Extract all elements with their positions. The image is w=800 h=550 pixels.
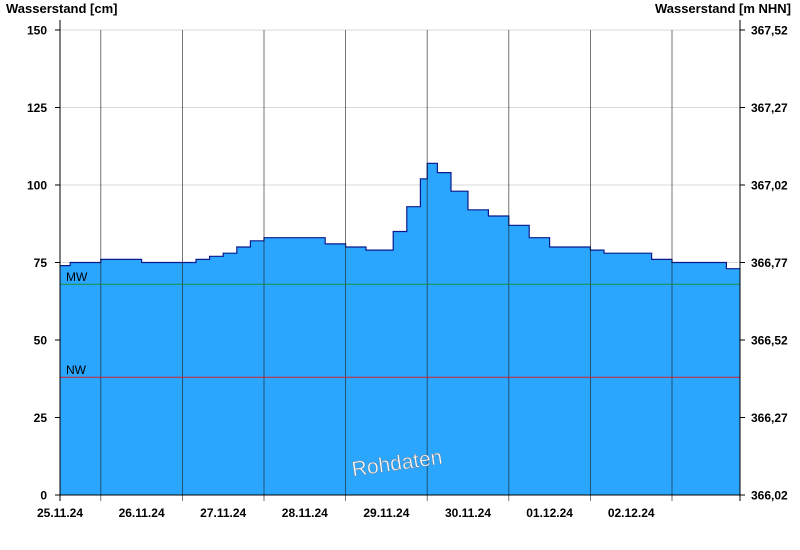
x-tick-label: 28.11.24 [282, 506, 328, 520]
y-tick-label-right: 367,52 [751, 24, 788, 38]
y-axis-right-title: Wasserstand [m NHN] [654, 1, 791, 16]
x-tick-label: 01.12.24 [526, 506, 573, 520]
y-tick-label-left: 150 [27, 24, 47, 38]
y-tick-label-left: 0 [40, 489, 47, 503]
series-area [60, 162, 740, 496]
x-tick-label: 27.11.24 [200, 506, 246, 520]
y-tick-label-right: 366,52 [751, 334, 788, 348]
y-tick-label-right: 366,27 [751, 411, 788, 425]
y-axis-left-title: Wasserstand [cm] [6, 1, 118, 16]
x-tick-label: 26.11.24 [119, 506, 165, 520]
y-tick-label-left: 25 [34, 411, 48, 425]
y-tick-label-left: 125 [27, 101, 47, 115]
day-gridlines [100, 30, 673, 501]
y-tick-label-right: 366,02 [751, 489, 788, 503]
y-tick-label-left: 100 [27, 179, 47, 193]
water-level-line [60, 162, 740, 270]
y-tick-label-right: 367,27 [751, 101, 788, 115]
reference-label-nw: NW [66, 363, 87, 377]
tick-labels: 25.11.24 26.11.24 27.11.24 28.11.24 29.11.24… [27, 24, 788, 521]
x-tick-label: 30.11.24 [445, 506, 491, 520]
reference-lines: MW NW [60, 270, 740, 378]
x-tick-label: 02.12.24 [608, 506, 655, 520]
x-tick-label: 29.11.24 [363, 506, 409, 520]
water-level-area [60, 163, 740, 496]
reference-label-mw: MW [66, 270, 88, 284]
y-tick-label-left: 75 [34, 256, 48, 270]
y-tick-label-left: 50 [34, 334, 48, 348]
y-tick-label-right: 366,77 [751, 256, 788, 270]
y-tick-label-right: 367,02 [751, 179, 788, 193]
x-tick-label: 25.11.24 [37, 506, 83, 520]
axes [55, 20, 745, 501]
